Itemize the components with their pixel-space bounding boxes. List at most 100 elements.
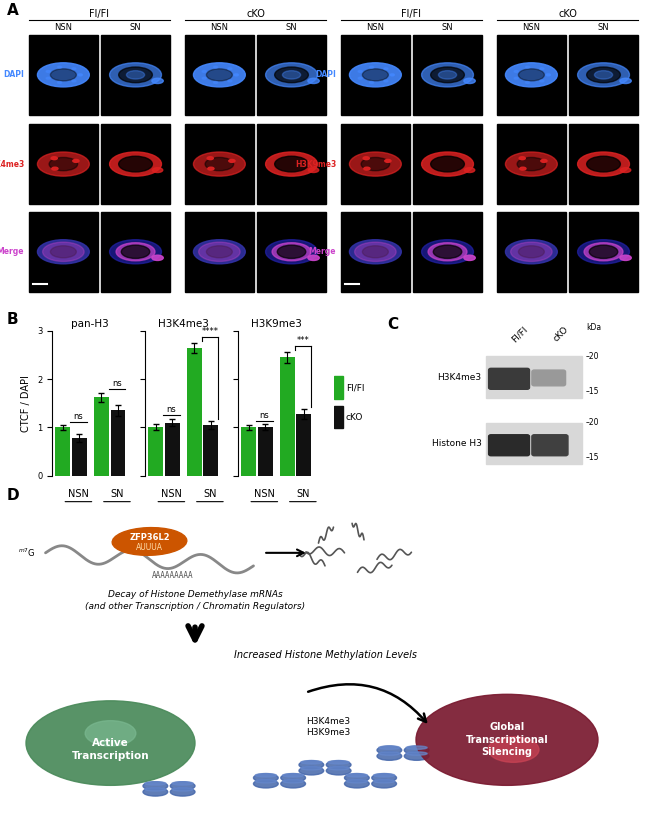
Circle shape bbox=[202, 71, 206, 72]
Circle shape bbox=[152, 78, 163, 84]
Text: –20: –20 bbox=[586, 418, 599, 427]
Circle shape bbox=[207, 69, 232, 80]
Text: ns: ns bbox=[166, 406, 176, 415]
Circle shape bbox=[526, 81, 530, 84]
Circle shape bbox=[439, 71, 456, 79]
Text: cKO: cKO bbox=[551, 324, 570, 343]
Circle shape bbox=[350, 240, 401, 264]
Text: ***: *** bbox=[296, 336, 309, 345]
Ellipse shape bbox=[170, 782, 195, 790]
Ellipse shape bbox=[145, 788, 166, 791]
Text: SN: SN bbox=[286, 23, 297, 32]
Circle shape bbox=[488, 737, 539, 763]
Text: NSN: NSN bbox=[211, 23, 228, 32]
Bar bbox=[341, 35, 410, 115]
Circle shape bbox=[202, 77, 206, 79]
Circle shape bbox=[208, 167, 214, 170]
Circle shape bbox=[46, 71, 50, 72]
Ellipse shape bbox=[328, 767, 349, 770]
Circle shape bbox=[514, 71, 518, 72]
Ellipse shape bbox=[281, 780, 306, 788]
Circle shape bbox=[85, 720, 136, 746]
Text: D: D bbox=[6, 488, 19, 502]
Ellipse shape bbox=[301, 767, 322, 770]
Ellipse shape bbox=[344, 774, 369, 782]
Bar bbox=[258, 428, 272, 476]
Y-axis label: CTCF / DAPI: CTCF / DAPI bbox=[21, 375, 31, 432]
Ellipse shape bbox=[254, 780, 278, 788]
Text: Merge: Merge bbox=[0, 247, 24, 256]
Circle shape bbox=[227, 80, 232, 82]
Circle shape bbox=[390, 74, 395, 76]
Circle shape bbox=[422, 240, 473, 264]
Circle shape bbox=[127, 71, 144, 79]
Circle shape bbox=[72, 80, 76, 82]
Circle shape bbox=[390, 74, 395, 76]
Ellipse shape bbox=[143, 788, 168, 796]
Bar bbox=[257, 35, 326, 115]
Circle shape bbox=[110, 240, 161, 264]
Circle shape bbox=[51, 157, 57, 159]
Ellipse shape bbox=[379, 746, 400, 750]
Circle shape bbox=[519, 157, 525, 159]
Circle shape bbox=[152, 167, 162, 172]
Ellipse shape bbox=[283, 780, 304, 783]
Ellipse shape bbox=[406, 752, 427, 755]
Text: NSN: NSN bbox=[523, 23, 540, 32]
Text: cKO: cKO bbox=[346, 412, 363, 422]
Circle shape bbox=[578, 152, 629, 176]
Bar bbox=[497, 211, 566, 292]
Bar bbox=[497, 35, 566, 115]
Text: B: B bbox=[6, 312, 18, 327]
Circle shape bbox=[526, 66, 530, 68]
Bar bbox=[94, 398, 109, 476]
FancyBboxPatch shape bbox=[489, 368, 530, 389]
Ellipse shape bbox=[326, 761, 351, 769]
Bar bbox=[486, 423, 582, 464]
Bar bbox=[72, 438, 86, 476]
Bar bbox=[203, 425, 218, 476]
Circle shape bbox=[540, 67, 544, 70]
Circle shape bbox=[266, 152, 317, 176]
Text: SN: SN bbox=[598, 23, 609, 32]
Ellipse shape bbox=[283, 774, 304, 777]
Text: DAPI: DAPI bbox=[3, 71, 24, 80]
Circle shape bbox=[464, 255, 475, 260]
Text: ****: **** bbox=[202, 327, 218, 337]
Circle shape bbox=[370, 66, 374, 68]
Ellipse shape bbox=[143, 782, 168, 790]
Circle shape bbox=[266, 63, 317, 87]
Circle shape bbox=[620, 167, 630, 172]
Text: ns: ns bbox=[112, 380, 122, 389]
Text: cKO: cKO bbox=[558, 9, 577, 19]
Text: $^{m7}$G: $^{m7}$G bbox=[18, 546, 36, 559]
Text: H3K9me3: H3K9me3 bbox=[295, 159, 336, 168]
Circle shape bbox=[620, 255, 631, 260]
Bar bbox=[185, 211, 254, 292]
Ellipse shape bbox=[254, 774, 278, 782]
Text: H3K4me3: H3K4me3 bbox=[0, 159, 24, 168]
Circle shape bbox=[431, 156, 464, 172]
Circle shape bbox=[578, 240, 629, 264]
Circle shape bbox=[205, 158, 233, 171]
Circle shape bbox=[506, 63, 557, 87]
Ellipse shape bbox=[404, 752, 429, 760]
Circle shape bbox=[49, 158, 77, 171]
Circle shape bbox=[78, 74, 83, 76]
Ellipse shape bbox=[344, 780, 369, 788]
Circle shape bbox=[358, 71, 362, 72]
Circle shape bbox=[428, 243, 467, 261]
Ellipse shape bbox=[326, 767, 351, 775]
Circle shape bbox=[73, 159, 79, 163]
Ellipse shape bbox=[374, 774, 395, 777]
Circle shape bbox=[416, 694, 598, 785]
Ellipse shape bbox=[406, 746, 427, 750]
Text: Global
Transcriptional
Silencing: Global Transcriptional Silencing bbox=[465, 723, 549, 757]
Bar bbox=[187, 348, 202, 476]
Text: kDa: kDa bbox=[586, 323, 601, 332]
Bar bbox=[569, 211, 638, 292]
Text: cKO: cKO bbox=[246, 9, 265, 19]
Circle shape bbox=[361, 158, 389, 171]
Ellipse shape bbox=[346, 780, 367, 783]
Text: Histone H3: Histone H3 bbox=[432, 439, 482, 448]
